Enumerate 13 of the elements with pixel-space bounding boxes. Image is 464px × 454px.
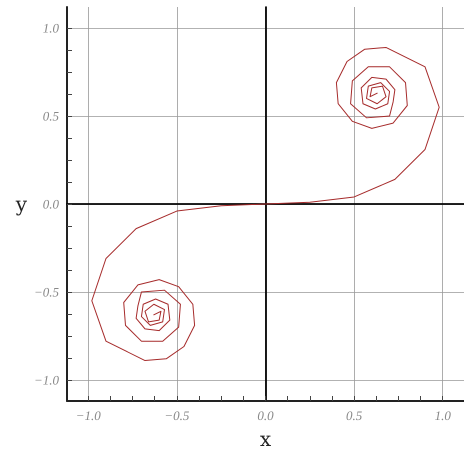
- y-tick-label: 0.5: [42, 108, 60, 124]
- x-tick-label: −1.0: [76, 408, 102, 423]
- x-tick-label: 1.0: [434, 408, 452, 423]
- line-series: [91, 46, 440, 362]
- y-tick-label: −1.0: [34, 372, 60, 388]
- x-axis-title: x: [260, 427, 272, 451]
- x-tick-label: −0.5: [164, 408, 190, 423]
- y-tick-label: 1.0: [42, 20, 60, 36]
- x-tick-label: 0.0: [257, 408, 274, 423]
- x-tick-label: 0.5: [346, 408, 363, 423]
- y-axis-title: y: [14, 192, 28, 216]
- y-tick-label: −0.5: [34, 284, 60, 300]
- y-tick-label: 0.0: [42, 196, 60, 212]
